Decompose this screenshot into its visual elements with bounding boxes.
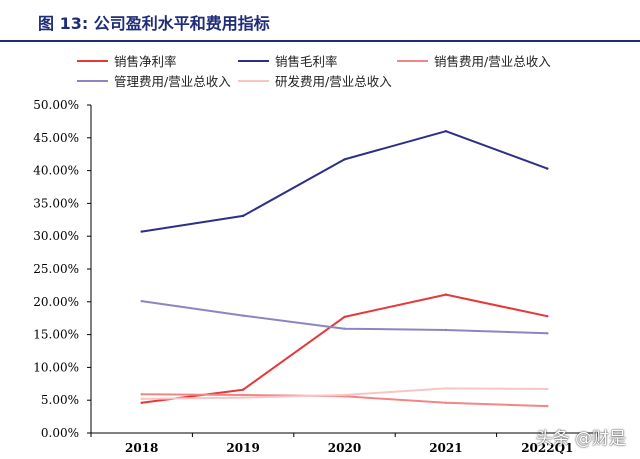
series-line: [141, 293, 548, 404]
figure-title: 图 13: 公司盈利水平和费用指标: [38, 14, 270, 33]
y-tick-label: 15.00%: [33, 328, 79, 342]
x-tick-label: 2022Q1: [521, 441, 573, 455]
watermark: 头条 @财是: [535, 429, 626, 449]
data-point: [444, 328, 448, 332]
data-point: [343, 393, 346, 397]
data-point: [241, 388, 245, 391]
data-point: [241, 396, 245, 399]
legend-label: 研发费用/营业总收入: [275, 74, 392, 89]
data-point: [241, 393, 245, 397]
y-tick-label: 10.00%: [33, 360, 79, 374]
x-tick-label: 2020: [328, 441, 361, 455]
data-point: [546, 387, 549, 391]
y-tick-label: 5.00%: [41, 393, 79, 407]
data-point: [343, 327, 346, 330]
x-tick-label: 2019: [226, 441, 259, 455]
data-point: [140, 299, 143, 303]
data-point: [546, 404, 549, 408]
y-tick-label: 45.00%: [33, 131, 79, 145]
legend-label: 管理费用/营业总收入: [114, 74, 231, 89]
data-point: [444, 293, 448, 296]
data-point: [140, 230, 143, 233]
data-point: [444, 130, 448, 133]
data-point: [140, 401, 143, 405]
legend-label: 销售净利率: [114, 54, 177, 69]
data-point: [444, 401, 448, 405]
y-tick-label: 20.00%: [33, 295, 79, 309]
data-point: [546, 332, 549, 335]
data-point: [546, 167, 549, 170]
data-point: [241, 314, 245, 317]
data-point: [343, 315, 346, 319]
y-tick-label: 40.00%: [33, 164, 79, 178]
data-point: [546, 315, 549, 318]
data-point: [241, 214, 245, 218]
data-point: [343, 158, 346, 161]
y-tick-label: 25.00%: [33, 262, 79, 276]
y-tick-label: 35.00%: [33, 196, 79, 210]
data-point: [140, 393, 143, 396]
legend-label: 销售费用/营业总收入: [434, 54, 551, 69]
y-tick-label: 30.00%: [33, 229, 79, 243]
y-tick-label: 50.00%: [33, 98, 79, 112]
title-rule: [0, 40, 640, 42]
x-tick-label: 2018: [125, 441, 158, 455]
series-line: [141, 130, 548, 233]
legend-label: 销售毛利率: [275, 54, 338, 69]
y-tick-label: 0.00%: [41, 426, 79, 440]
x-tick-label: 2021: [429, 441, 462, 455]
data-point: [140, 397, 143, 401]
data-point: [444, 387, 448, 390]
